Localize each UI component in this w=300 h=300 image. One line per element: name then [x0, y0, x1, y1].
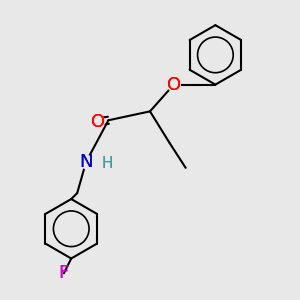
Text: O: O [91, 113, 105, 131]
Text: H: H [101, 156, 113, 171]
Text: O: O [167, 76, 181, 94]
Circle shape [80, 155, 93, 168]
Text: N: N [79, 153, 93, 171]
Circle shape [92, 115, 104, 128]
Text: F: F [59, 264, 69, 282]
Text: N: N [79, 153, 93, 171]
Text: O: O [167, 76, 181, 94]
Circle shape [167, 78, 180, 91]
Text: H: H [101, 156, 113, 171]
Text: O: O [91, 113, 105, 131]
Text: F: F [59, 264, 69, 282]
